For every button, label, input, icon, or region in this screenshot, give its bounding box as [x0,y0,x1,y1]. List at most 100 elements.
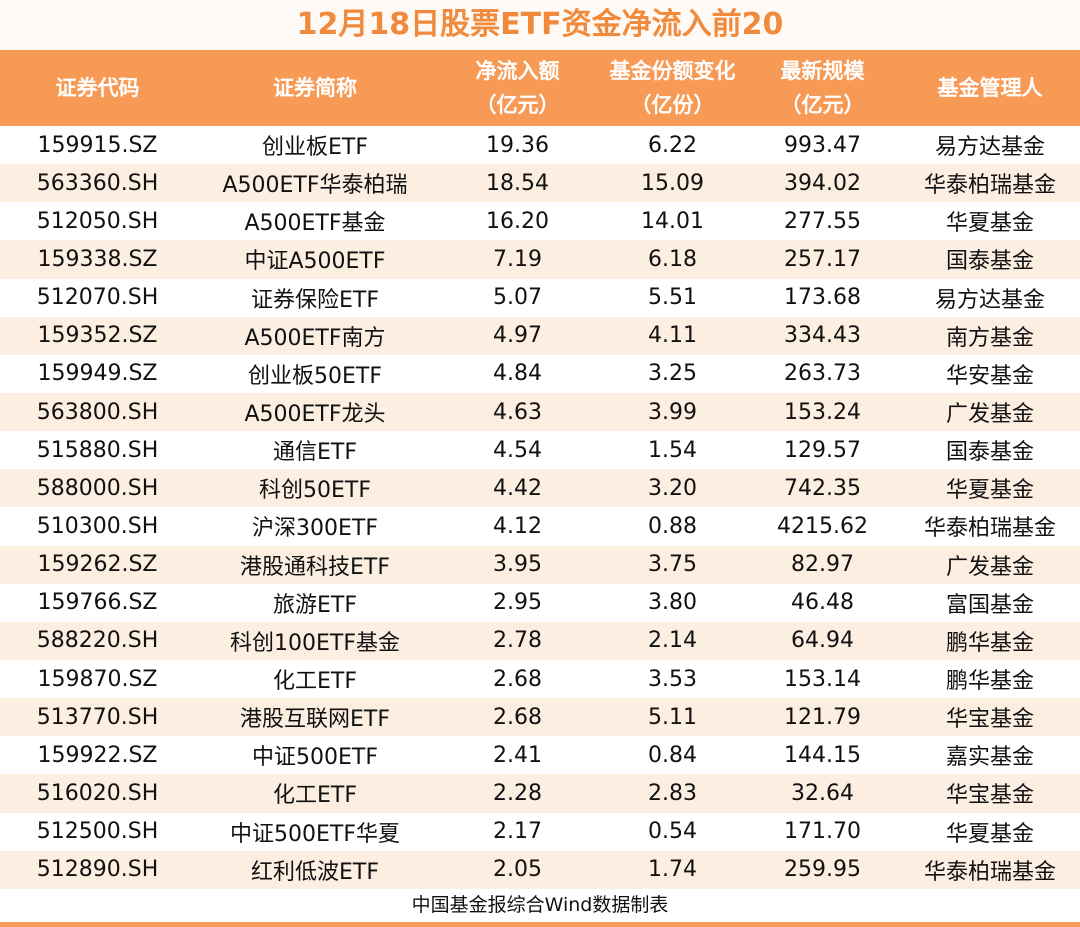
table-row: 159766.SZ 旅游ETF 2.95 3.80 46.48 富国基金 [0,584,1080,622]
table-cell: 4.42 [435,469,600,508]
table-row: 588220.SH 科创100ETF基金 2.78 2.14 64.94 鹏华基金 [0,621,1080,660]
table-cell: 5.07 [493,285,542,311]
table-cell: 中证500ETF华夏 [230,821,400,847]
table-row: 512050.SH A500ETF基金 16.20 14.01 277.55 华夏基金 [0,202,1080,240]
table-cell: 3.53 [648,666,697,692]
table-cell: 153.24 [745,392,900,432]
table-cell: 4.63 [435,392,600,432]
header-cell: 证券代码 [0,50,195,126]
table-cell: 旅游ETF [273,592,357,618]
table-cell: 1.54 [648,437,697,463]
table-cell: 563360.SH [0,164,195,203]
header-row: 证券代码 证券简称 净流入额 （亿元） 基金份额变化 （亿份） 最新规模 （亿元） 基金管理人 [0,50,1080,126]
table-cell: 科创100ETF基金 [195,621,435,660]
table-cell: 159922.SZ [37,742,158,768]
table-cell: 259.95 [745,850,900,889]
table-row: 159870.SZ 化工ETF 2.68 3.53 153.14 鹏华基金 [0,660,1080,698]
header-text: 证券简称 [273,76,357,100]
table-cell: 159915.SZ [37,132,158,158]
table-cell: 159262.SZ [0,545,195,584]
table-cell: 2.28 [435,774,600,813]
table-cell: 334.43 [745,316,900,355]
table-row: 510300.SH 沪深300ETF 4.12 0.88 4215.62 华泰柏瑞基金 [0,507,1080,545]
table-cell: 5.51 [648,285,697,311]
table-row: 563360.SH A500ETF华泰柏瑞 18.54 15.09 394.02 华泰柏瑞… [0,164,1080,203]
table-cell: 4.11 [600,316,745,355]
header-text: 最新规模 [780,59,865,83]
table-cell: 588220.SH [0,621,195,660]
table-cell: A500ETF南方 [195,316,435,355]
table-cell: 0.84 [648,742,697,768]
table-cell: 嘉实基金 [945,745,1034,771]
table-cell: 华夏基金 [945,821,1034,847]
table-row: 516020.SH 化工ETF 2.28 2.83 32.64 华宝基金 [0,774,1080,813]
table-cell: 2.78 [435,621,600,660]
table-cell: 国泰基金 [900,240,1080,279]
header-cell: 证券简称 [195,50,435,126]
table-cell: 3.80 [648,590,697,616]
table-row: 512070.SH 证券保险ETF 5.07 5.51 173.68 易方达基金 [0,279,1080,317]
table-row: 159949.SZ 创业板50ETF 4.84 3.25 263.73 华安基金 [0,355,1080,393]
table-cell: 2.05 [435,850,600,889]
table-row: 159338.SZ 中证A500ETF 7.19 6.18 257.17 国泰基金 [0,240,1080,279]
header-text: （亿元） [475,93,560,117]
table-cell: 171.70 [784,819,861,845]
table-cell: 516020.SH [0,774,195,813]
table-cell: 沪深300ETF [252,516,378,542]
table-cell: 159949.SZ [37,361,158,387]
table-cell: 173.68 [784,285,861,311]
table-cell: 159352.SZ [0,316,195,355]
header-text: 基金管理人 [937,76,1043,100]
table-cell: 国泰基金 [945,440,1034,466]
table-cell: 证券保险ETF [251,287,379,313]
header-cell: 最新规模 （亿元） [745,50,900,126]
table-cell: 4.84 [493,361,542,387]
table-cell: 82.97 [745,545,900,584]
table-cell: 华泰柏瑞基金 [900,164,1080,203]
table-cell: 153.14 [784,666,861,692]
table-body: 159915.SZ 创业板ETF 19.36 6.22 993.47 易方达基金 56336… [0,126,1080,889]
table-cell: 化工ETF [195,774,435,813]
table-cell: 华泰柏瑞基金 [923,516,1056,542]
table-cell: 华宝基金 [900,774,1080,813]
header-text: （亿元） [780,93,865,117]
table-cell: 129.57 [784,437,861,463]
table-cell: 3.75 [600,545,745,584]
table-cell: 科创50ETF [195,469,435,508]
footer: 中国基金报综合Wind数据制表 [411,893,669,916]
table-cell: 277.55 [784,208,861,234]
table-cell: 46.48 [791,590,854,616]
table-cell: 2.17 [493,819,542,845]
table-cell: 化工ETF [273,669,357,695]
table-row: 513770.SH 港股互联网ETF 2.68 5.11 121.79 华宝基金 [0,698,1080,737]
table-cell: 5.11 [600,698,745,737]
table-row: 515880.SH 通信ETF 4.54 1.54 129.57 国泰基金 [0,431,1080,469]
table-cell: 4215.62 [777,513,868,539]
table-cell: 0.88 [648,513,697,539]
table-row: 159915.SZ 创业板ETF 19.36 6.22 993.47 易方达基金 [0,126,1080,164]
bottom-bar [0,922,1080,927]
table-cell: A500ETF基金 [244,211,386,237]
table-cell: 512890.SH [0,850,195,889]
table-cell: 易方达基金 [934,135,1045,161]
table-cell: 2.14 [600,621,745,660]
table-cell: 2.68 [435,698,600,737]
table-cell: 4.97 [435,316,600,355]
table-cell: 3.99 [600,392,745,432]
title: 12月18日股票ETF资金净流入前20 [0,0,1080,50]
table-cell: 159338.SZ [0,240,195,279]
table-cell: 2.41 [493,742,542,768]
table-cell: 7.19 [435,240,600,279]
table-cell: 4.54 [493,437,542,463]
header-text: （亿份） [630,93,715,117]
header-cell: 基金管理人 [900,50,1080,126]
table-cell: 16.20 [486,208,549,234]
table-cell: 14.01 [641,208,704,234]
table-row: 159922.SZ 中证500ETF 2.41 0.84 144.15 嘉实基金 [0,736,1080,774]
table-cell: 6.18 [600,240,745,279]
table-row: 159352.SZ A500ETF南方 4.97 4.11 334.43 南方基金 [0,316,1080,355]
header-text: 净流入额 [475,59,560,83]
table-row: 563800.SH A500ETF龙头 4.63 3.99 153.24 广发基金 [0,392,1080,432]
table-cell: 993.47 [784,132,861,158]
table-cell: 华安基金 [945,363,1034,389]
